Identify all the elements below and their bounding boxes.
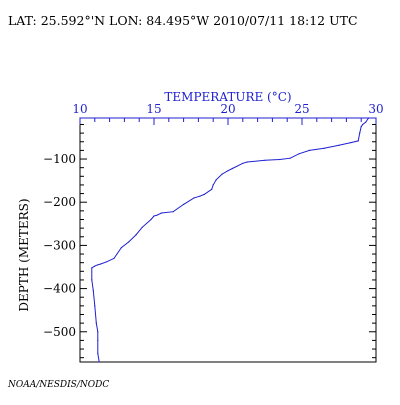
- profile-point: [246, 161, 248, 163]
- profile-point: [368, 117, 370, 119]
- depth-tick-label: −200: [43, 195, 76, 209]
- profile-point: [160, 212, 162, 214]
- temperature-profile-line: [91, 117, 370, 363]
- depth-axis-tick-labels: −100 −200 −300 −400 −500: [43, 152, 76, 339]
- profile-point: [308, 149, 310, 151]
- profile-point: [357, 140, 359, 142]
- temperature-axis-ticks: [79, 118, 377, 125]
- profile-point: [365, 121, 367, 123]
- profile-point: [113, 257, 115, 259]
- profile-point: [94, 305, 96, 307]
- profile-point: [100, 263, 102, 265]
- profile-point: [94, 265, 96, 267]
- temperature-tick-label: 25: [294, 102, 309, 116]
- depth-tick-label: −100: [43, 152, 76, 166]
- profile-point: [92, 290, 94, 292]
- temperature-tick-label: 15: [146, 102, 161, 116]
- depth-tick-label: −500: [43, 325, 76, 339]
- profile-point: [98, 361, 100, 363]
- profile-point: [338, 144, 340, 146]
- profile-point: [264, 159, 266, 161]
- depth-tick-label: −300: [43, 238, 76, 252]
- profile-point: [231, 167, 233, 170]
- credit-label: NOAA/NESDIS/NODC: [7, 380, 109, 390]
- depth-axis-ticks: [80, 123, 376, 359]
- profile-point: [97, 339, 99, 341]
- profile-point: [215, 179, 217, 181]
- profile-point: [116, 253, 118, 255]
- profile-point: [221, 173, 223, 175]
- profile-point: [242, 162, 244, 164]
- depth-tick-label: −400: [43, 282, 76, 296]
- profile-point: [97, 352, 99, 354]
- profile-point: [141, 226, 143, 228]
- profile-point: [120, 247, 122, 249]
- profile-point: [360, 126, 362, 128]
- profile-point: [95, 322, 97, 324]
- profile-point: [183, 203, 185, 205]
- profile-point: [323, 147, 325, 149]
- temperature-tick-label: 20: [220, 102, 235, 116]
- temperature-tick-label: 10: [72, 102, 87, 116]
- profile-point: [128, 241, 130, 243]
- plot-frame: [79, 117, 377, 363]
- profile-point: [193, 197, 195, 199]
- profile-point: [199, 195, 201, 197]
- profile-point: [289, 157, 291, 159]
- profile-point: [91, 279, 93, 281]
- profile-point: [91, 267, 93, 269]
- temperature-tick-label: 30: [368, 102, 383, 116]
- profile-point: [211, 188, 213, 190]
- profile-point: [359, 132, 361, 134]
- temperature-axis-label: TEMPERATURE (°C): [164, 90, 291, 104]
- profile-point: [279, 158, 281, 161]
- profile-point: [97, 264, 99, 266]
- profile-point: [172, 211, 174, 213]
- profile-point: [153, 215, 155, 217]
- profile-point: [227, 170, 229, 172]
- profile-point: [362, 123, 364, 126]
- profile-point: [106, 261, 108, 263]
- header-location-time: LAT: 25.592°'N LON: 84.495°W 2010/07/11 …: [8, 13, 358, 28]
- profile-point: [135, 234, 137, 236]
- profile-point: [156, 214, 158, 216]
- profile-point: [298, 153, 300, 155]
- temperature-profile-points: [91, 117, 370, 363]
- profile-point: [350, 142, 352, 144]
- depth-axis-label: DEPTH (METERS): [17, 198, 31, 311]
- profile-point: [203, 193, 205, 195]
- profile-point: [212, 184, 214, 186]
- profile-point: [97, 331, 99, 333]
- profile-point: [150, 218, 152, 221]
- temperature-axis-tick-labels: 10 15 20 25 30: [72, 102, 383, 116]
